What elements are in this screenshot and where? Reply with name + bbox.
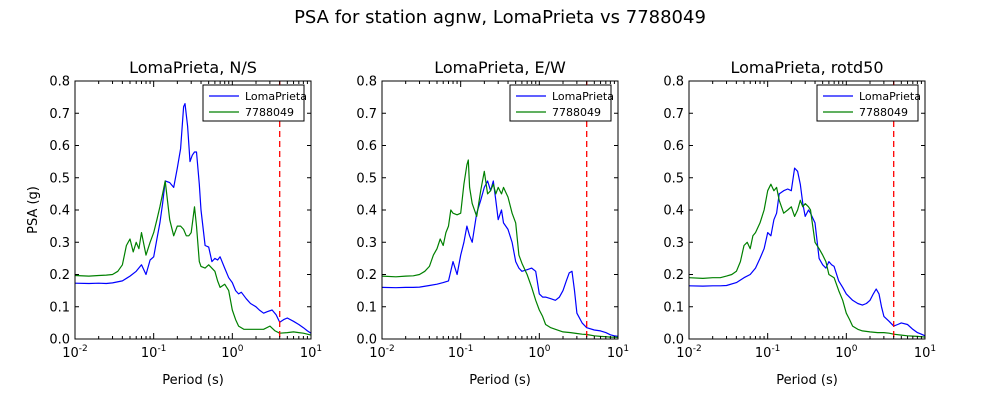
x-tick-exponent: -1 bbox=[157, 344, 166, 354]
y-tick-label: 0.4 bbox=[49, 204, 70, 219]
y-tick-label: 0.5 bbox=[663, 171, 684, 186]
panel-title: LomaPrieta, E/W bbox=[434, 58, 566, 77]
y-tick-label: 0.0 bbox=[663, 333, 684, 348]
y-tick-label: 0.3 bbox=[356, 236, 377, 251]
legend-label-2: 7788049 bbox=[245, 106, 294, 119]
y-tick-label: 0.1 bbox=[49, 300, 70, 315]
x-tick-label: 100 bbox=[528, 344, 551, 361]
x-tick-label: 10-1 bbox=[755, 344, 781, 361]
y-tick-label: 0.6 bbox=[663, 139, 684, 154]
x-tick-exponent: 0 bbox=[852, 344, 858, 354]
x-tick-base: 10 bbox=[300, 346, 317, 361]
x-tick-label: 100 bbox=[221, 344, 244, 361]
x-tick-base: 10 bbox=[835, 346, 852, 361]
x-tick-base: 10 bbox=[62, 346, 79, 361]
series-line-1 bbox=[382, 180, 618, 337]
figure-title: PSA for station agnw, LomaPrieta vs 7788… bbox=[294, 7, 706, 28]
legend-label-1: LomaPrieta bbox=[245, 90, 307, 103]
x-tick-label: 101 bbox=[607, 344, 629, 361]
x-tick-exponent: 1 bbox=[316, 344, 322, 354]
panel-title: LomaPrieta, rotd50 bbox=[730, 58, 883, 77]
x-axis-label: Period (s) bbox=[776, 373, 838, 388]
x-tick-label: 10-2 bbox=[369, 344, 395, 361]
x-tick-label: 101 bbox=[300, 344, 322, 361]
series-line-2 bbox=[689, 183, 925, 338]
series-line-1 bbox=[75, 103, 311, 334]
y-tick-label: 0.5 bbox=[49, 171, 70, 186]
x-tick-base: 10 bbox=[528, 346, 545, 361]
x-tick-label: 10-1 bbox=[448, 344, 474, 361]
plot-area bbox=[75, 81, 311, 339]
x-tick-base: 10 bbox=[448, 346, 465, 361]
x-tick-label: 101 bbox=[914, 344, 936, 361]
plot-area bbox=[689, 81, 925, 339]
x-tick-base: 10 bbox=[369, 346, 386, 361]
y-tick-label: 0.4 bbox=[663, 204, 684, 219]
y-tick-label: 0.6 bbox=[356, 139, 377, 154]
legend-label-2: 7788049 bbox=[859, 106, 908, 119]
y-tick-label: 0.2 bbox=[663, 268, 684, 283]
y-tick-label: 0.1 bbox=[663, 300, 684, 315]
x-tick-exponent: 0 bbox=[238, 344, 244, 354]
x-axis-label: Period (s) bbox=[162, 373, 224, 388]
x-tick-label: 10-1 bbox=[141, 344, 167, 361]
x-tick-exponent: -2 bbox=[79, 344, 88, 354]
x-tick-exponent: 1 bbox=[623, 344, 629, 354]
chart-panel-1: LomaPrieta, N/S 0.0 0.1 0.2 0.3 0.4 0.5 0.6 0.7 0… bbox=[26, 58, 322, 388]
chart-panel-3: LomaPrieta, rotd50 0.0 0.1 0.2 0.3 0.4 0.5 0.6 0… bbox=[663, 58, 936, 388]
x-tick-exponent: -2 bbox=[386, 344, 395, 354]
y-tick-label: 0.8 bbox=[356, 75, 377, 90]
legend-label-1: LomaPrieta bbox=[552, 90, 614, 103]
x-tick-base: 10 bbox=[914, 346, 931, 361]
y-tick-label: 0.3 bbox=[663, 236, 684, 251]
legend-label-2: 7788049 bbox=[552, 106, 601, 119]
panel-title: LomaPrieta, N/S bbox=[129, 58, 257, 77]
y-tick-label: 0.7 bbox=[49, 107, 70, 122]
series-line-1 bbox=[689, 167, 925, 337]
legend-box bbox=[202, 84, 305, 122]
x-axis-label: Period (s) bbox=[469, 373, 531, 388]
legend: LomaPrieta 7788049 bbox=[816, 84, 921, 122]
x-tick-base: 10 bbox=[607, 346, 624, 361]
series-line-2 bbox=[382, 159, 618, 338]
x-tick-label: 10-2 bbox=[62, 344, 88, 361]
legend-box bbox=[509, 84, 612, 122]
legend: LomaPrieta 7788049 bbox=[202, 84, 307, 122]
x-tick-exponent: -2 bbox=[693, 344, 702, 354]
y-tick-label: 0.0 bbox=[356, 333, 377, 348]
y-tick-label: 0.7 bbox=[663, 107, 684, 122]
legend-label-1: LomaPrieta bbox=[859, 90, 921, 103]
x-tick-base: 10 bbox=[221, 346, 238, 361]
chart-panel-2: LomaPrieta, E/W 0.0 0.1 0.2 0.3 0.4 0.5 0.6 0.7 0… bbox=[356, 58, 629, 388]
y-tick-label: 0.5 bbox=[356, 171, 377, 186]
legend: LomaPrieta 7788049 bbox=[509, 84, 614, 122]
x-tick-exponent: 0 bbox=[545, 344, 551, 354]
panels-container: LomaPrieta, N/S 0.0 0.1 0.2 0.3 0.4 0.5 0.6 0.7 0… bbox=[26, 58, 936, 388]
y-tick-label: 0.7 bbox=[356, 107, 377, 122]
y-tick-label: 0.3 bbox=[49, 236, 70, 251]
x-tick-base: 10 bbox=[676, 346, 693, 361]
plot-area bbox=[382, 81, 618, 339]
y-tick-label: 0.6 bbox=[49, 139, 70, 154]
x-tick-label: 100 bbox=[835, 344, 858, 361]
x-tick-exponent: -1 bbox=[771, 344, 780, 354]
x-tick-label: 10-2 bbox=[676, 344, 702, 361]
y-tick-label: 0.8 bbox=[663, 75, 684, 90]
y-tick-label: 0.4 bbox=[356, 204, 377, 219]
series-line-2 bbox=[75, 180, 311, 336]
y-tick-label: 0.2 bbox=[356, 268, 377, 283]
legend-box bbox=[816, 84, 919, 122]
x-tick-base: 10 bbox=[755, 346, 772, 361]
y-tick-label: 0.1 bbox=[356, 300, 377, 315]
y-axis-label: PSA (g) bbox=[26, 186, 41, 234]
x-tick-exponent: 1 bbox=[930, 344, 936, 354]
y-tick-label: 0.8 bbox=[49, 75, 70, 90]
y-tick-label: 0.0 bbox=[49, 333, 70, 348]
y-tick-label: 0.2 bbox=[49, 268, 70, 283]
x-tick-exponent: -1 bbox=[464, 344, 473, 354]
x-tick-base: 10 bbox=[141, 346, 158, 361]
